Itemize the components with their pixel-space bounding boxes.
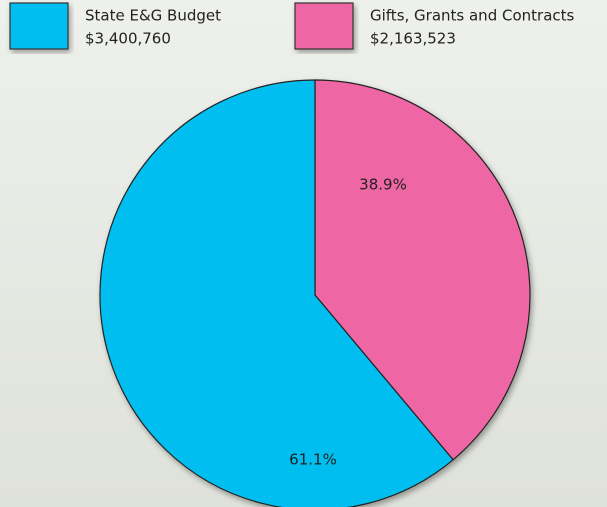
legend-swatch bbox=[9, 2, 69, 50]
legend-swatch bbox=[294, 2, 354, 50]
legend-amount: $2,163,523 bbox=[370, 30, 456, 48]
slice-label: 61.1% bbox=[289, 451, 337, 469]
legend-label: Gifts, Grants and Contracts bbox=[370, 7, 575, 25]
legend-label: State E&G Budget bbox=[85, 7, 221, 25]
pie bbox=[99, 79, 531, 507]
pie-slice bbox=[314, 79, 531, 461]
slice-label: 38.9% bbox=[359, 176, 407, 194]
legend-amount: $3,400,760 bbox=[85, 30, 171, 48]
pie-slice bbox=[99, 79, 454, 507]
